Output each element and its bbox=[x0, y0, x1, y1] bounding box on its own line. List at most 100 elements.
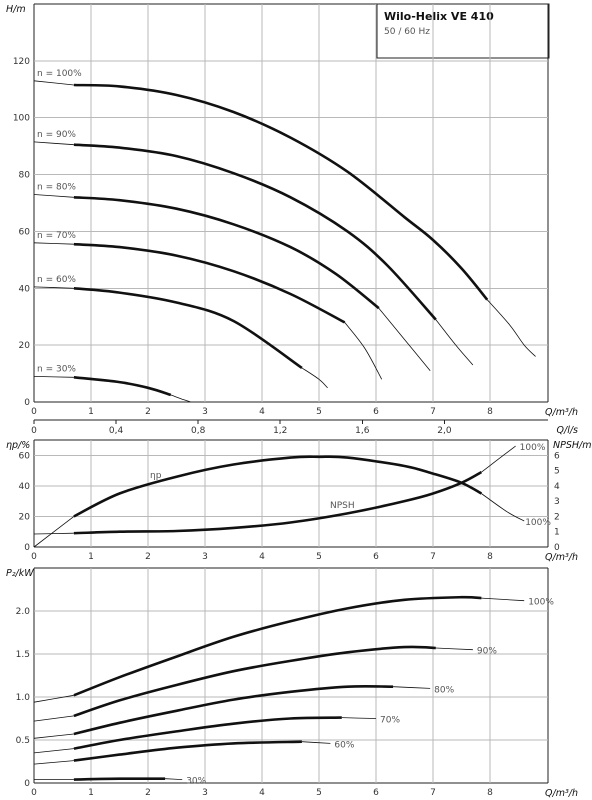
x2-tick-label: 1,2 bbox=[273, 426, 287, 436]
x2-tick-label: 1,6 bbox=[355, 426, 370, 436]
x-tick-label: 3 bbox=[202, 788, 208, 798]
curve-extension bbox=[33, 715, 74, 722]
curve-extension bbox=[301, 367, 328, 389]
curve-extension bbox=[341, 717, 377, 719]
speed-label: n = 80% bbox=[37, 182, 76, 192]
y-right-tick-label: 6 bbox=[554, 451, 560, 461]
speed-label: 90% bbox=[477, 647, 497, 657]
curve-extension bbox=[33, 242, 74, 245]
y-tick-label: 0 bbox=[24, 398, 30, 408]
y-right-axis-label: NPSH/m bbox=[553, 440, 591, 451]
y-axis-label: H/m bbox=[6, 4, 26, 15]
x-tick-label: 6 bbox=[373, 788, 379, 798]
y-right-tick-label: 0 bbox=[554, 543, 560, 553]
curve-operating-range bbox=[73, 595, 482, 697]
x-tick-label: 7 bbox=[430, 788, 436, 798]
curve-operating-range bbox=[73, 376, 172, 397]
efficiency-npsh-panel: 0 1 2 3 4 5 6 7 80204060Q/m³/hηp/%0123456NPSH/mη… bbox=[6, 439, 591, 563]
curve-extension bbox=[33, 532, 74, 535]
chart-title: Wilo-Helix VE 410 bbox=[384, 10, 494, 23]
x-tick-label: 2 bbox=[145, 552, 151, 562]
y-tick-label: 0 bbox=[24, 543, 30, 553]
efficiency-curve-label: ηp bbox=[150, 471, 162, 481]
x-tick-label: 2 bbox=[145, 407, 151, 417]
curve-extension bbox=[33, 516, 75, 548]
curve-extension bbox=[33, 80, 74, 86]
y-axis-label: ηp/% bbox=[6, 440, 30, 451]
npsh-curve-label: NPSH bbox=[330, 501, 355, 511]
y-axis-label: P₂/kW bbox=[6, 568, 34, 579]
curve-extension bbox=[33, 733, 74, 739]
curve-extension bbox=[170, 394, 191, 403]
curve-extension bbox=[435, 319, 474, 366]
y-tick-label: 120 bbox=[13, 57, 30, 67]
speed-label: 70% bbox=[380, 716, 400, 726]
x-axis-label: Q/m³/h bbox=[545, 407, 578, 418]
x-tick-label: 3 bbox=[202, 552, 208, 562]
x-tick-label: 4 bbox=[259, 407, 265, 417]
x-tick-label: 5 bbox=[316, 407, 322, 417]
curve-operating-range bbox=[73, 242, 346, 324]
curve-operating-range bbox=[73, 685, 394, 736]
x-tick-label: 4 bbox=[259, 788, 265, 798]
y-tick-label: 80 bbox=[19, 171, 31, 181]
speed-label: n = 90% bbox=[37, 130, 76, 140]
y-tick-label: 0.5 bbox=[16, 736, 30, 746]
curve-operating-range bbox=[73, 196, 380, 310]
x-tick-label: 5 bbox=[316, 788, 322, 798]
y-tick-label: 60 bbox=[19, 451, 31, 461]
speed-label: 60% bbox=[334, 740, 354, 750]
y-tick-label: 100 bbox=[13, 114, 30, 124]
x-tick-label: 3 bbox=[202, 407, 208, 417]
speed-label: n = 30% bbox=[37, 364, 76, 374]
curve-extension bbox=[301, 741, 331, 744]
curve-operating-range bbox=[73, 83, 489, 301]
npsh-end-label: 100% bbox=[520, 443, 546, 453]
x-tick-label: 7 bbox=[430, 407, 436, 417]
x-tick-label: 8 bbox=[487, 788, 493, 798]
speed-label: 30% bbox=[186, 777, 206, 787]
curve-extension bbox=[393, 686, 431, 689]
curve-extension bbox=[481, 445, 516, 473]
curve-extension bbox=[378, 307, 431, 371]
x-tick-label: 7 bbox=[430, 552, 436, 562]
x-tick-label: 0 bbox=[31, 407, 37, 417]
x2-tick-label: 2,0 bbox=[437, 426, 452, 436]
curve-operating-range bbox=[73, 470, 483, 535]
power-panel: 0 1 2 3 4 5 6 7 8 0 0.5 1.0 1.5 2.0 Q/m³/h P₂/kW 100% 90%… bbox=[6, 567, 578, 799]
y-tick-label: 1.5 bbox=[16, 650, 30, 660]
x-tick-label: 6 bbox=[373, 552, 379, 562]
curve-extension bbox=[33, 194, 74, 198]
curve-extension bbox=[33, 760, 74, 765]
x-tick-label: 5 bbox=[316, 552, 322, 562]
curve-operating-range bbox=[73, 740, 302, 762]
speed-label: 80% bbox=[434, 685, 454, 695]
x2-tick-label: 0,8 bbox=[191, 426, 206, 436]
curve-operating-range bbox=[73, 777, 166, 781]
curve-extension bbox=[33, 694, 74, 703]
x-tick-label: 1 bbox=[88, 552, 94, 562]
y-tick-label: 20 bbox=[19, 341, 31, 351]
speed-label: 100% bbox=[528, 598, 554, 608]
speed-label: n = 100% bbox=[37, 69, 82, 79]
curve-extension bbox=[33, 141, 74, 146]
curve-extension bbox=[344, 322, 383, 380]
x-tick-label: 6 bbox=[373, 407, 379, 417]
curve-operating-range bbox=[73, 716, 342, 750]
chart-subtitle: 50 / 60 Hz bbox=[384, 27, 430, 37]
curve-extension bbox=[33, 286, 74, 289]
y-tick-label: 60 bbox=[19, 227, 31, 237]
x-tick-label: 0 bbox=[31, 788, 37, 798]
curve-extension bbox=[481, 597, 525, 602]
y-tick-label: 20 bbox=[19, 512, 31, 522]
x-axis-label: Q/m³/h bbox=[545, 552, 578, 563]
x2-axis-label: Q/l/s bbox=[557, 425, 579, 436]
speed-label: n = 60% bbox=[37, 275, 76, 285]
curve-extension bbox=[165, 778, 183, 780]
x2-tick-label: 0 bbox=[31, 426, 37, 436]
curve-extension bbox=[435, 647, 473, 651]
x2-tick-label: 0,4 bbox=[109, 426, 124, 436]
efficiency-end-label: 100% bbox=[525, 518, 551, 528]
